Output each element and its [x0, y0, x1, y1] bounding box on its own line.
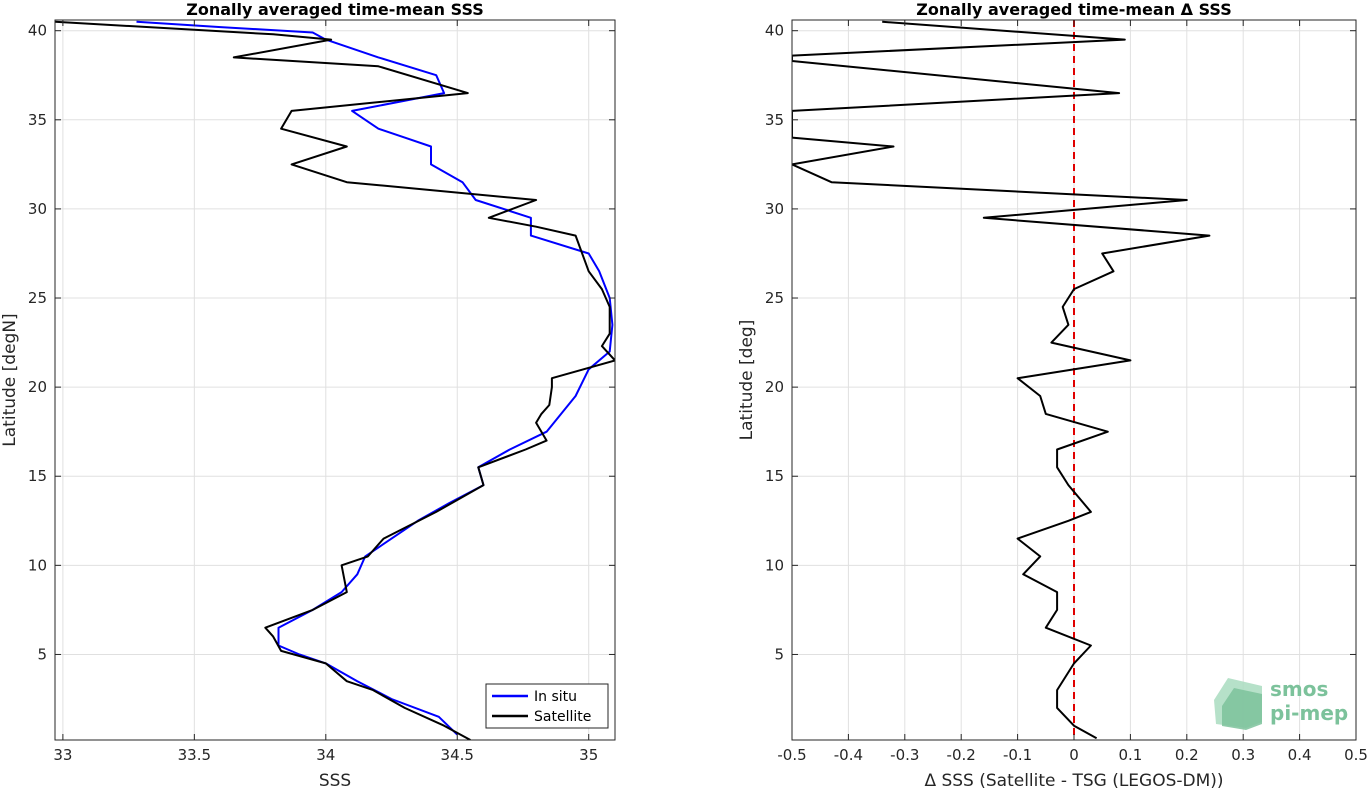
plot-area [55, 20, 615, 740]
x-tick-label: -0.2 [947, 746, 976, 764]
y-tick-label: 30 [28, 200, 47, 218]
x-tick-label: 0.4 [1288, 746, 1312, 764]
right-title: Zonally averaged time-mean Δ SSS [916, 0, 1232, 19]
legend-box [485, 683, 609, 729]
y-tick-label: 35 [28, 111, 47, 129]
left-series [55, 20, 615, 740]
y-tick-label: 10 [765, 556, 784, 574]
x-tick-label: 0.3 [1231, 746, 1255, 764]
left-x-ticks: 33 33.5 34 34.5 35 [53, 20, 598, 764]
series-line [792, 20, 1211, 740]
y-tick-label: 30 [765, 200, 784, 218]
x-tick-label: 35 [579, 746, 598, 764]
legend-label-satellite: Satellite [534, 709, 591, 725]
x-tick-label: 33.5 [178, 746, 211, 764]
y-tick-label: 5 [774, 645, 784, 663]
series-line-in-situ [136, 20, 614, 736]
left-axes-frame [54, 19, 616, 741]
legend-label-in-situ: In situ [534, 689, 577, 705]
x-tick-label: -0.5 [777, 746, 806, 764]
right-panel: -0.5 -0.4 -0.3 -0.2 -0.1 0 0.1 0.2 0.3 0.4 0.5 5 10… [737, 0, 1368, 791]
right-x-ticks: -0.5 -0.4 -0.3 -0.2 -0.1 0 0.1 0.2 0.3 0.4 0.5 [777, 20, 1368, 764]
x-tick-label: -0.4 [834, 746, 863, 764]
x-tick-label: 34.5 [441, 746, 474, 764]
left-panel: 33 33.5 34 34.5 35 5 10 15 20 25 30 35 40 Zonally a… [0, 0, 616, 791]
x-tick-label: 34 [316, 746, 335, 764]
legend: In situ Satellite [485, 683, 609, 729]
left-title: Zonally averaged time-mean SSS [186, 0, 484, 19]
x-tick-label: -0.3 [890, 746, 919, 764]
y-tick-label: 40 [765, 22, 784, 40]
right-y-axis-label: Latitude [deg] [737, 320, 757, 441]
y-tick-label: 10 [28, 556, 47, 574]
y-tick-label: 35 [765, 111, 784, 129]
logo-shape-front [1222, 688, 1262, 730]
left-y-axis-label: Latitude [degN] [0, 313, 20, 446]
y-tick-label: 5 [37, 645, 47, 663]
y-tick-label: 20 [28, 378, 47, 396]
left-x-axis-label: SSS [319, 771, 351, 791]
y-tick-label: 25 [765, 289, 784, 307]
y-tick-label: 15 [28, 467, 47, 485]
y-tick-label: 25 [28, 289, 47, 307]
y-tick-label: 15 [765, 467, 784, 485]
y-tick-label: 40 [28, 22, 47, 40]
logo-text-pi-mep: pi-mep [1270, 701, 1348, 725]
x-tick-label: 33 [53, 746, 72, 764]
left-grid [55, 20, 615, 740]
x-tick-label: 0.5 [1344, 746, 1368, 764]
x-tick-label: 0 [1069, 746, 1079, 764]
right-y-ticks: 5 10 15 20 25 30 35 40 [765, 22, 1356, 663]
series-line-satellite [55, 20, 615, 740]
right-series [792, 20, 1211, 740]
right-x-axis-label: Δ SSS (Satellite - TSG (LEGOS-DM)) [924, 771, 1223, 791]
smos-pi-mep-logo: smos pi-mep [1214, 677, 1348, 730]
y-tick-label: 20 [765, 378, 784, 396]
x-tick-label: 0.1 [1118, 746, 1142, 764]
x-tick-label: 0.2 [1175, 746, 1199, 764]
x-tick-label: -0.1 [1003, 746, 1032, 764]
logo-text-smos: smos [1270, 677, 1328, 701]
left-y-ticks: 5 10 15 20 25 30 35 40 [28, 22, 615, 663]
